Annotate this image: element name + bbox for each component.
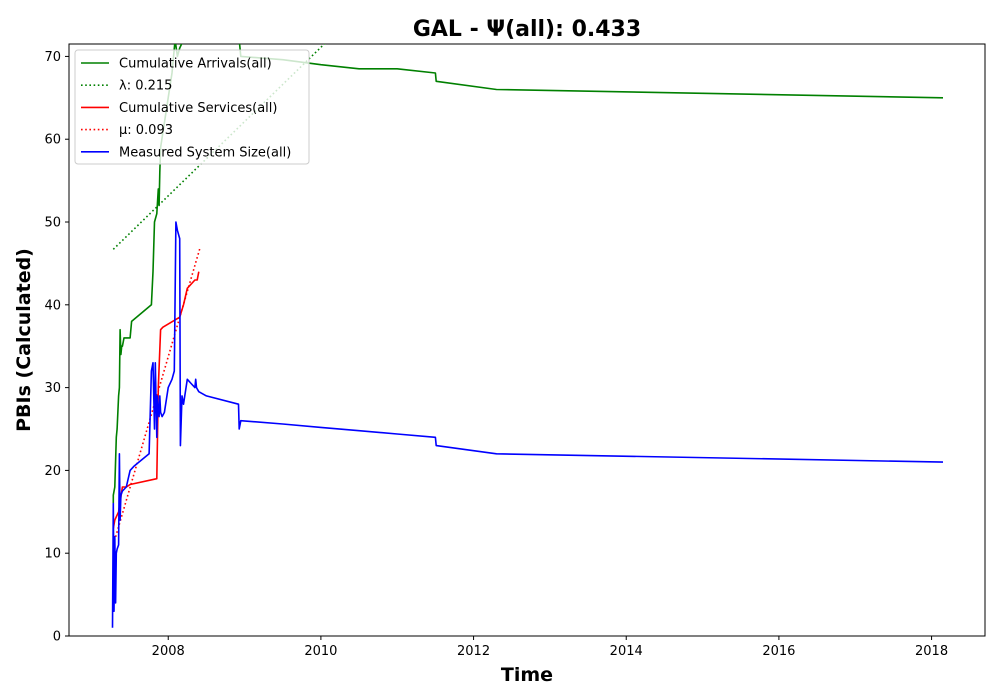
x-tick-label: 2016 — [762, 644, 795, 659]
series-line-3 — [112, 246, 202, 546]
plot-frame — [68, 43, 986, 637]
series-line-4 — [111, 221, 944, 628]
y-tick-label: 50 — [44, 216, 61, 231]
y-tick-label: 40 — [44, 298, 61, 313]
legend-box — [74, 49, 310, 165]
y-tick-label: 30 — [44, 381, 61, 396]
chart-title: GAL - Ψ(all): 0.433 — [413, 17, 641, 42]
y-tick-label: 0 — [53, 630, 61, 645]
x-tick-label: 2008 — [152, 644, 185, 659]
x-tick-label: 2010 — [304, 644, 337, 659]
legend: Cumulative Arrivals(all) λ: 0.215 Cumulati… — [74, 49, 310, 165]
x-axis-label: Time — [501, 664, 553, 686]
x-tick-label: 2018 — [915, 644, 948, 659]
legend-label: μ: 0.093 — [119, 123, 173, 138]
y-tick-label: 20 — [44, 464, 61, 479]
legend-label: Cumulative Services(all) — [119, 101, 277, 116]
y-axis: 0 10 20 30 40 50 60 70 — [44, 50, 69, 645]
y-tick-label: 60 — [44, 133, 61, 148]
y-tick-label: 70 — [44, 50, 61, 65]
x-tick-label: 2014 — [610, 644, 643, 659]
x-tick-label: 2012 — [457, 644, 490, 659]
legend-label: Cumulative Arrivals(all) — [119, 57, 272, 72]
x-axis: 2008 2010 2012 2014 2016 2018 — [152, 636, 948, 659]
legend-label: λ: 0.215 — [119, 79, 172, 94]
y-tick-label: 10 — [44, 547, 61, 562]
legend-label: Measured System Size(all) — [119, 145, 291, 160]
y-axis-label: PBIs (Calculated) — [13, 248, 35, 432]
